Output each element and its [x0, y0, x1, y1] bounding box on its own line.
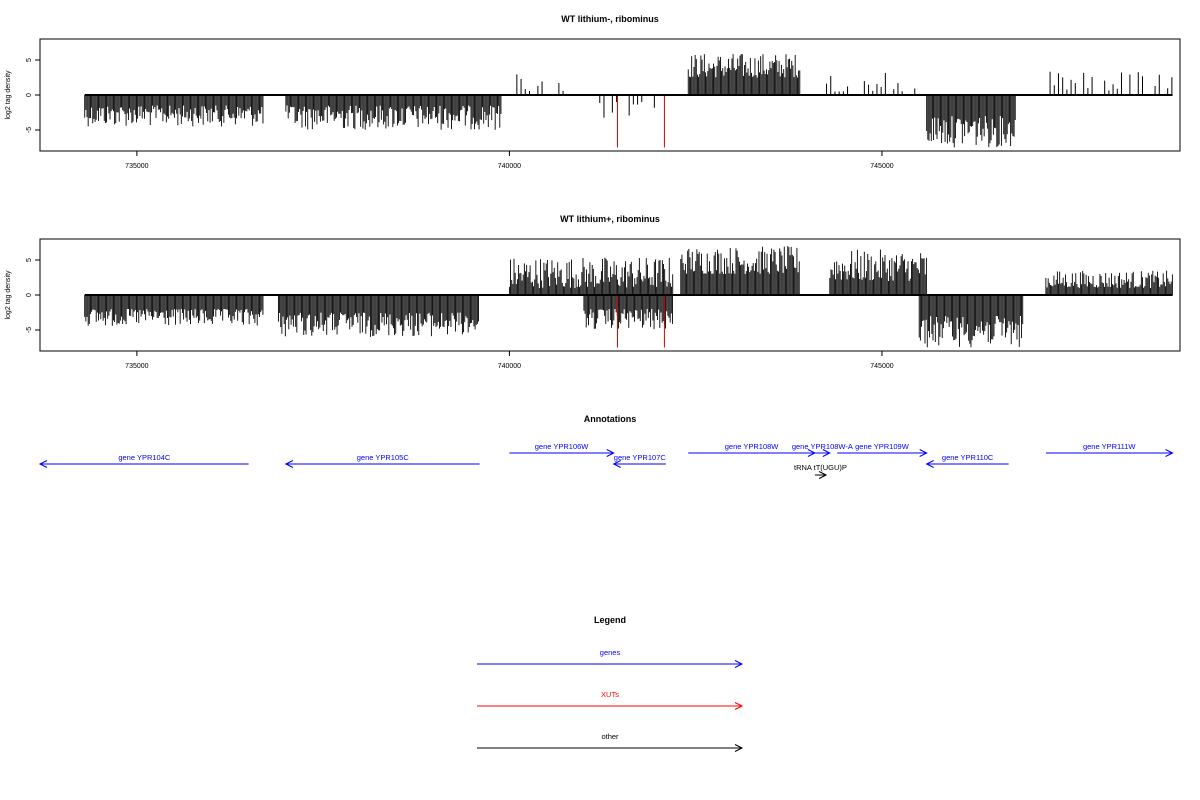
panel-title: WT lithium-, ribominus — [561, 14, 659, 24]
feature-label: gene YPR108W — [725, 442, 780, 451]
y-tick-label: 0 — [26, 293, 33, 297]
x-tick-label: 735000 — [125, 163, 148, 170]
strand-arrowhead — [822, 449, 831, 457]
annotations-track: Annotations gene YPR104C gene YPR105Cgene… — [38, 414, 1174, 479]
strand-arrowhead — [38, 460, 48, 468]
y-axis: -5 0 5 — [26, 58, 40, 133]
annotations-title: Annotations — [584, 414, 637, 424]
legend-item: XUTs — [477, 690, 744, 710]
x-tick-label: 735000 — [125, 363, 148, 370]
feature-label: gene YPR110C — [942, 453, 994, 462]
y-tick-label: -5 — [26, 327, 33, 333]
legend-label: XUTs — [601, 690, 619, 699]
strand-arrowhead — [284, 460, 294, 468]
annotation-feature: gene YPR105C — [284, 453, 480, 468]
annotation-feature: gene YPR111W — [1045, 442, 1174, 457]
legend-title: Legend — [594, 615, 626, 625]
y-axis: -5 0 5 — [26, 258, 40, 333]
x-tick-label: 745000 — [870, 363, 893, 370]
legend-arrowhead — [734, 744, 744, 752]
strand-arrowhead — [919, 449, 928, 457]
strand-arrowhead — [612, 460, 621, 468]
y-tick-label: 5 — [26, 258, 33, 262]
legend-arrowhead — [734, 660, 744, 668]
feature-label: gene YPR108W-A — [792, 442, 853, 451]
legend-label: genes — [600, 648, 621, 657]
legend-items: genes XUTs other — [477, 648, 744, 752]
x-axis: 735000 740000 745000 — [125, 351, 894, 370]
feature-label: gene YPR105C — [357, 453, 410, 462]
legend-item: genes — [477, 648, 744, 668]
legend: Legend genes XUTs other — [477, 615, 744, 752]
legend-item: other — [477, 732, 744, 752]
annotation-feature: tRNA tT(UGU)P — [794, 463, 847, 479]
y-tick-label: 0 — [26, 93, 33, 97]
annotation-feature: gene YPR109W — [837, 442, 928, 457]
x-axis: 735000 740000 745000 — [125, 151, 894, 170]
annotation-features: gene YPR104C gene YPR105C gene YPR106W gene… — [38, 442, 1174, 479]
x-tick-label: 740000 — [498, 363, 521, 370]
signal-bars — [84, 54, 1173, 148]
strand-arrowhead — [606, 449, 615, 457]
y-tick-label: 5 — [26, 58, 33, 62]
annotation-feature: gene YPR104C — [38, 453, 249, 468]
strand-arrowhead — [925, 460, 934, 468]
annotation-feature: gene YPR107C — [612, 453, 667, 468]
y-tick-label: -5 — [26, 127, 33, 133]
y-axis-label: log2 tag density — [5, 270, 12, 320]
annotation-feature: gene YPR108W-A — [792, 442, 853, 457]
strand-arrowhead — [818, 471, 828, 479]
strand-arrowhead — [1165, 449, 1174, 457]
feature-label: gene YPR106W — [535, 442, 590, 451]
panel-lithium-minus: WT lithium-, ribominus 735000 740000 74500… — [5, 14, 1181, 170]
panel-lithium-plus: WT lithium+, ribominus 735000 740000 74500… — [5, 214, 1181, 370]
feature-label: gene YPR109W — [855, 442, 910, 451]
legend-label: other — [601, 732, 619, 741]
signal-bars — [84, 246, 1173, 348]
panel-title: WT lithium+, ribominus — [560, 214, 660, 224]
feature-label: gene YPR104C — [118, 453, 171, 462]
feature-label: gene YPR111W — [1083, 442, 1136, 451]
annotation-feature: gene YPR106W — [509, 442, 615, 457]
legend-arrowhead — [734, 702, 744, 710]
feature-label: tRNA tT(UGU)P — [794, 463, 847, 472]
annotation-feature: gene YPR110C — [925, 453, 1009, 468]
y-axis-label: log2 tag density — [5, 70, 12, 120]
x-tick-label: 740000 — [498, 163, 521, 170]
feature-label: gene YPR107C — [614, 453, 667, 462]
x-tick-label: 745000 — [870, 163, 893, 170]
